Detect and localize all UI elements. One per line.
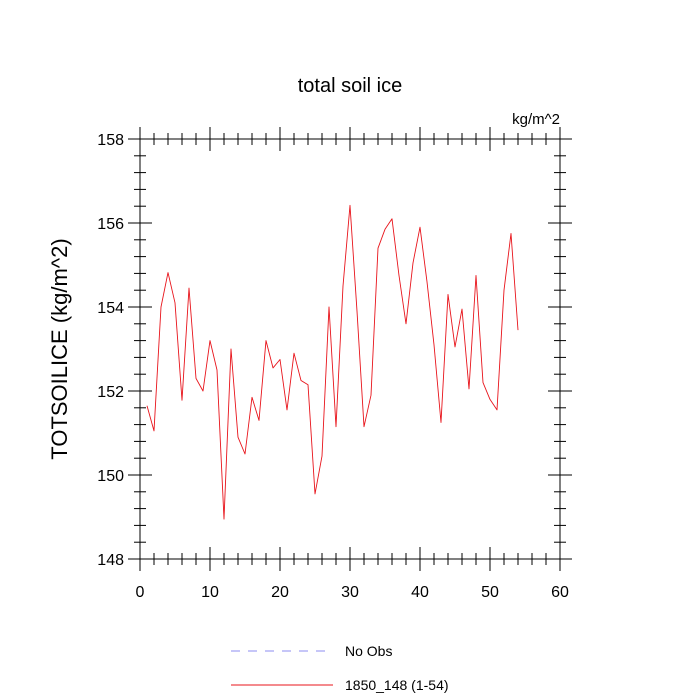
x-tick-label: 60 [551,584,569,601]
series-line [146,204,519,520]
plot-frame [139,138,561,560]
y-tick-label: 156 [97,216,124,233]
y-axis-label: TOTSOILICE (kg/m^2) [47,238,72,459]
units-label: kg/m^2 [512,111,560,128]
y-tick-label: 158 [97,132,124,149]
x-tick-label: 10 [201,584,219,601]
y-tick-label: 154 [97,300,124,317]
legend-label: No Obs [345,643,392,659]
x-tick-label: 40 [411,584,429,601]
x-tick-label: 0 [136,584,145,601]
legend: No Obs 1850_148 (1-54) [231,643,449,693]
legend-label: 1850_148 (1-54) [345,677,449,693]
x-tick-label: 20 [271,584,289,601]
x-tick-label: 30 [341,584,359,601]
chart-title: total soil ice [298,75,403,97]
axis-ticks [128,127,572,571]
x-tick-label: 50 [481,584,499,601]
y-tick-label: 148 [97,552,124,569]
y-tick-label: 150 [97,468,124,485]
series-layer [146,204,519,520]
axis-tick-labels: 0 10 20 30 40 50 60 148 150 152 154 156 158 [97,132,569,601]
y-tick-label: 152 [97,384,124,401]
